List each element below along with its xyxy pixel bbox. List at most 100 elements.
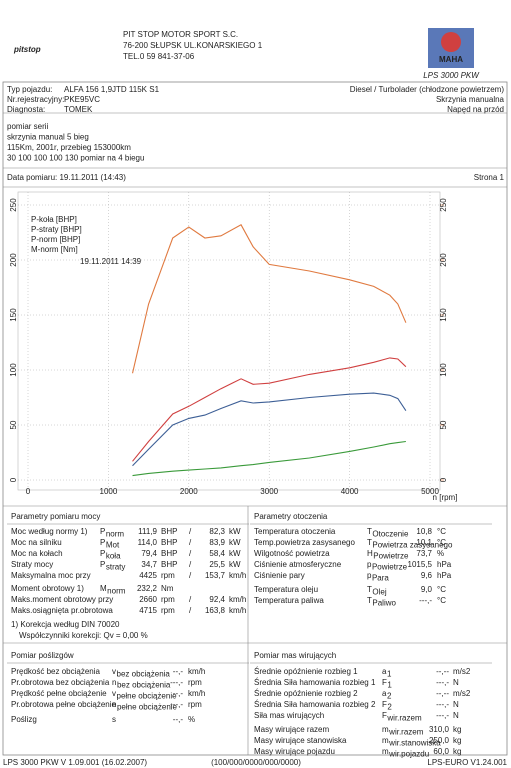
vehicle-label: Typ pojazdu: (7, 85, 52, 94)
row-value: 9,6 (421, 571, 433, 580)
row-value: 92,4 (209, 595, 225, 604)
row-label: Masy wirujące stanowiska (254, 736, 347, 745)
legend-entry: M-norm [Nm] (31, 245, 78, 254)
y2-tick-label: 0 (439, 477, 448, 482)
row-subscript: 1 (387, 681, 392, 690)
row-subscript: straty (106, 563, 126, 572)
row-symbol: a (382, 689, 387, 698)
row-subscript: pełne obciążenie (117, 692, 178, 701)
row-unit: % (188, 715, 195, 724)
row-separator: / (189, 560, 192, 569)
row-label: Prędkość bez obciążenia (11, 667, 100, 676)
row-subscript: bez obciążenia (117, 681, 171, 690)
series-line (132, 392, 407, 467)
row-value: 25,5 (209, 560, 225, 569)
x-axis-label: n [rpm] (433, 493, 458, 502)
row-subscript: 1 (387, 670, 392, 679)
y2-tick-label: 200 (439, 253, 448, 267)
row-subscript: koła (106, 552, 121, 561)
footer-center: (100/000/0000/000/0000) (211, 758, 301, 767)
correction-note: Współczynniki korekcji: Qv = 0,00 % (19, 631, 148, 640)
row-separator: / (189, 527, 192, 536)
row-label: Masy wirujące razem (254, 725, 329, 734)
section-title: Parametry otoczenia (254, 512, 328, 521)
brand-name: MAHA (439, 55, 463, 64)
company-line: PIT STOP MOTOR SPORT S.C. (123, 30, 238, 39)
row-subscript: wir.pojazdu (388, 750, 429, 759)
logo-right: stop (24, 45, 41, 54)
y-tick-label: 250 (9, 198, 18, 212)
row-symbol: v (112, 689, 116, 698)
row-symbol: P (100, 538, 105, 547)
row-label: Średnia Siła hamowania rozbieg 2 (254, 700, 376, 709)
row-value: 111,9 (138, 527, 157, 536)
row-unit: % (437, 549, 444, 558)
note: pomiar serii (7, 122, 49, 131)
row-subscript: Paliwo (372, 599, 396, 608)
row-label: Średnie opóźnienie rozbieg 2 (254, 689, 358, 698)
section-title: Pomiar mas wirujących (254, 651, 336, 660)
row-subscript: bez obciążenia (117, 670, 171, 679)
row-subscript: Powietrze (373, 552, 409, 561)
row-value: 79,4 (141, 549, 157, 558)
row-symbol: F (382, 678, 387, 687)
row-value: ---,- (170, 700, 183, 709)
row-subscript: wir.razem (386, 714, 422, 723)
row-unit: hPa (437, 571, 452, 580)
row-label: Ciśnienie pary (254, 571, 305, 580)
row-symbol: p (367, 571, 372, 580)
x-tick-label: 5000 (421, 487, 439, 496)
footer-right: LPS-EURO V1.24.001 (427, 758, 507, 767)
row-label: Średnie opóźnienie rozbieg 1 (254, 667, 358, 676)
row-unit: km/h (188, 667, 205, 676)
row-label: Temperatura paliwa (254, 596, 324, 605)
page-number: Strona 1 (474, 173, 505, 182)
row-label: Temp.powietrza zasysanego (254, 538, 355, 547)
row-symbol: M (100, 584, 107, 593)
row-unit: kW (229, 538, 241, 547)
row-label: Moment obrotowy 1) (11, 584, 84, 593)
row-label: Pr.obrotowa pełne obciążenie (11, 700, 117, 709)
series-line (132, 357, 407, 462)
row-unit: BHP (161, 560, 177, 569)
row-unit: BHP (161, 538, 177, 547)
row-label: Straty mocy (11, 560, 53, 569)
row-unit: rpm (161, 606, 175, 615)
y-tick-label: 0 (9, 477, 18, 482)
frame (2, 81, 508, 756)
row-subscript: Otoczenie (372, 530, 409, 539)
row-value: 232,2 (137, 584, 158, 593)
row-value: 60,0 (433, 747, 449, 756)
row-unit: kW (229, 560, 241, 569)
row-value: ---,- (436, 678, 449, 687)
y-tick-label: 50 (9, 420, 18, 429)
plot-area (17, 191, 441, 491)
brand-model: LPS 3000 PKW (423, 71, 480, 80)
row-label: Poślizg (11, 715, 37, 724)
vehicle-label: Nr.rejestracyjny: (7, 95, 64, 104)
date: Data pomiaru: 19.11.2011 (14:43) (7, 173, 126, 182)
row-unit: km/h (229, 595, 246, 604)
vehicle-value: TOMEK (64, 105, 93, 114)
row-unit: rpm (161, 595, 175, 604)
vehicle-value: ALFA 156 1,9JTD 115K S1 (64, 85, 160, 94)
row-unit: N (453, 678, 459, 687)
row-subscript: Para (372, 574, 389, 583)
legend-entry: P-koła [BHP] (31, 215, 77, 224)
row-value: --,-- (436, 689, 449, 698)
row-value: --,- (173, 689, 184, 698)
row-symbol: P (100, 549, 105, 558)
row-value: 2660 (139, 595, 157, 604)
vehicle-info: Diesel / Turbolader (chłodzone powietrze… (350, 85, 505, 94)
row-value: --,- (173, 715, 184, 724)
annotation: 19.11.2011 14:39 (80, 257, 142, 266)
vehicle-label: Diagnosta: (7, 105, 45, 114)
y2-tick-label: 100 (439, 363, 448, 377)
row-value: 58,4 (209, 549, 225, 558)
row-symbol: m (382, 736, 389, 745)
row-subscript: Powietrze (372, 563, 408, 572)
section-title: Parametry pomiaru mocy (11, 512, 100, 521)
row-subscript: pełne obciążenie (117, 703, 178, 712)
row-label: Moc na kołach (11, 549, 63, 558)
row-symbol: T (367, 527, 372, 536)
